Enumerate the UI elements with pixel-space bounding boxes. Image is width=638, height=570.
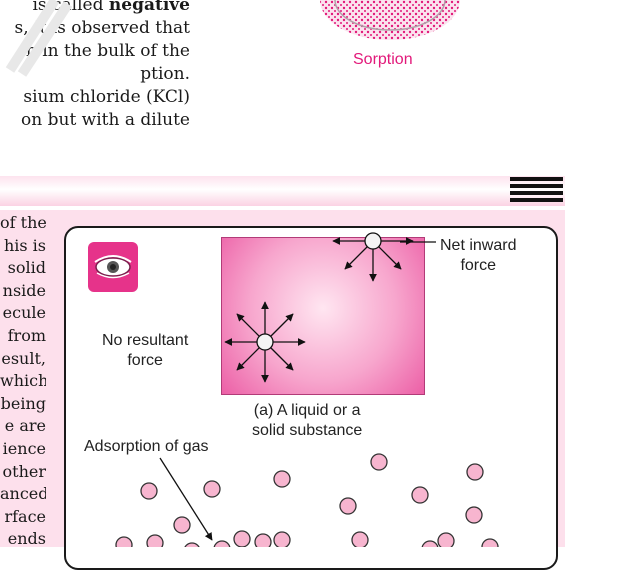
section-header-band bbox=[0, 176, 565, 206]
label-line: (a) A liquid or a bbox=[253, 402, 361, 419]
text-line: being bbox=[0, 393, 46, 413]
text-line: which bbox=[0, 371, 46, 391]
force-diagram bbox=[115, 232, 499, 547]
label-line: Net inward bbox=[440, 237, 517, 254]
left-column-text: of the his is solid nside ecule from esu… bbox=[0, 212, 46, 551]
label-line: No resultant bbox=[102, 332, 189, 349]
bold-term: negative bbox=[108, 0, 190, 15]
text-line: his is bbox=[3, 235, 46, 255]
text-line: sium chloride (KCl) bbox=[23, 87, 190, 107]
eye-icon-box bbox=[88, 242, 138, 292]
eye-icon bbox=[94, 255, 132, 279]
text-line: e are bbox=[4, 416, 46, 436]
text-line: on but with a dilute bbox=[21, 110, 190, 130]
text-line: other bbox=[2, 461, 46, 481]
text-line: ecule bbox=[2, 303, 46, 323]
substance-block bbox=[221, 237, 425, 395]
text-line: rface bbox=[4, 506, 46, 526]
net-inward-force-label: Net inward force bbox=[440, 236, 516, 276]
text-line: anced bbox=[0, 484, 46, 504]
top-paragraph: is called negative s, it is observed tha… bbox=[0, 0, 191, 132]
label-line: solid substance bbox=[252, 422, 363, 439]
sorption-label: Sorption bbox=[353, 51, 413, 68]
label-line: force bbox=[127, 352, 163, 369]
text-line: ends bbox=[7, 529, 46, 549]
sorption-circle bbox=[320, 0, 460, 40]
label-line: force bbox=[460, 257, 497, 274]
watermark bbox=[5, 0, 73, 77]
text-line: n in the bulk of the bbox=[25, 41, 190, 61]
text-line: solid bbox=[7, 258, 46, 278]
text-line: of the bbox=[0, 213, 46, 232]
text-line: ience bbox=[2, 438, 46, 458]
adsorption-of-gas-label: Adsorption of gas bbox=[84, 438, 209, 455]
text-line: ption. bbox=[140, 64, 190, 84]
text-line: esult, bbox=[1, 348, 46, 368]
no-resultant-force-label: No resultant force bbox=[102, 331, 188, 371]
text-line: from bbox=[7, 325, 46, 345]
caption-a: (a) A liquid or a solid substance bbox=[252, 401, 362, 441]
text-line: nside bbox=[2, 280, 46, 300]
